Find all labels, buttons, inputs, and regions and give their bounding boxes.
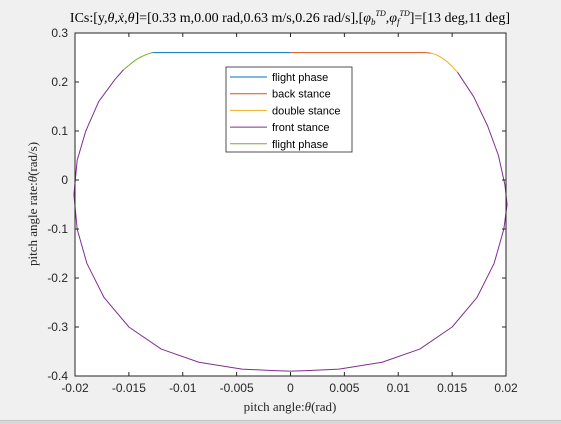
x-tick-label: 0.01 xyxy=(387,381,411,395)
title-suffix: ]=[13 deg,11 deg] xyxy=(410,11,510,26)
title-phi-b: φ xyxy=(363,11,371,26)
legend: flight phase back stance double stance fron… xyxy=(225,66,353,153)
x-axis-label-unit: (rad) xyxy=(311,399,336,414)
x-axis-label-symbol: θ xyxy=(305,399,312,414)
legend-label-2: back stance xyxy=(272,89,331,101)
y-tick-label: -0.3 xyxy=(47,320,68,334)
legend-box xyxy=(225,66,353,153)
x-tick-label: 0.02 xyxy=(494,381,518,395)
legend-label-4: front stance xyxy=(272,122,329,134)
y-axis-label: pitch angle rate:θ̇(rad/s) xyxy=(25,142,40,266)
y-tick-label: -0.4 xyxy=(47,369,68,383)
y-tick-label: 0.2 xyxy=(51,75,68,89)
title-sup-td-f: TD xyxy=(400,9,410,18)
x-tick-label: -0.015 xyxy=(112,381,146,395)
legend-label-5: flight phase xyxy=(272,139,328,151)
legend-label-1: flight phase xyxy=(272,72,328,84)
legend-items: flight phase back stance double stance fron… xyxy=(230,72,341,151)
title-prefix: ICs:[y, xyxy=(70,11,108,26)
legend-label-3: double stance xyxy=(272,105,341,117)
title-theta: θ xyxy=(108,11,115,26)
x-tick-label: -0.005 xyxy=(220,381,254,395)
series-line-5 xyxy=(123,52,153,71)
title-comma-3: , xyxy=(386,11,390,26)
series-line-3 xyxy=(430,52,458,73)
y-tick-label: -0.1 xyxy=(47,222,68,236)
y-axis-label-unit: (rad/s) xyxy=(25,142,40,176)
x-tick-label: 0.005 xyxy=(329,381,359,395)
title-sup-td-b: TD xyxy=(376,9,386,18)
title-sub-f: f xyxy=(397,17,401,27)
title-sub-b: b xyxy=(371,17,376,27)
y-axis-ticks: -0.4 -0.3 -0.2 -0.1 0 0.1 0.2 0.3 xyxy=(47,26,506,383)
title-phi-f: φ xyxy=(389,11,397,26)
x-axis-ticks: -0.02 -0.015 -0.01 -0.005 0 0.005 0.01 0.015 0.0… xyxy=(61,33,518,395)
title-middle: ]=[0.33 m,0.00 rad,0.63 m/s,0.26 rad/s],… xyxy=(135,11,364,26)
y-tick-label: -0.2 xyxy=(47,271,68,285)
x-tick-label: -0.02 xyxy=(61,381,89,395)
y-axis-label-symbol: θ̇ xyxy=(25,172,40,182)
x-tick-label: -0.01 xyxy=(169,381,197,395)
chart-title: ICs:[y,θ,ẋ,θ̇]=[0.33 m,0.00 rad,0.63 m/s… xyxy=(70,9,510,27)
x-axis-label-main: pitch angle: xyxy=(244,399,305,414)
y-tick-label: 0.3 xyxy=(51,26,68,40)
title-comma-2: , xyxy=(124,11,128,26)
window-bottom-edge xyxy=(0,420,561,424)
x-tick-label: 0.015 xyxy=(437,381,467,395)
title-comma-1: , xyxy=(114,11,118,26)
x-axis-label: pitch angle:θ(rad) xyxy=(244,399,337,414)
y-axis-label-main: pitch angle rate: xyxy=(25,182,40,266)
y-tick-label: 0.1 xyxy=(51,124,68,138)
title-xdot: ẋ xyxy=(117,11,125,26)
y-tick-label: 0 xyxy=(61,173,68,187)
title-thetadot: θ̇ xyxy=(128,11,139,26)
x-tick-label: 0 xyxy=(287,381,294,395)
